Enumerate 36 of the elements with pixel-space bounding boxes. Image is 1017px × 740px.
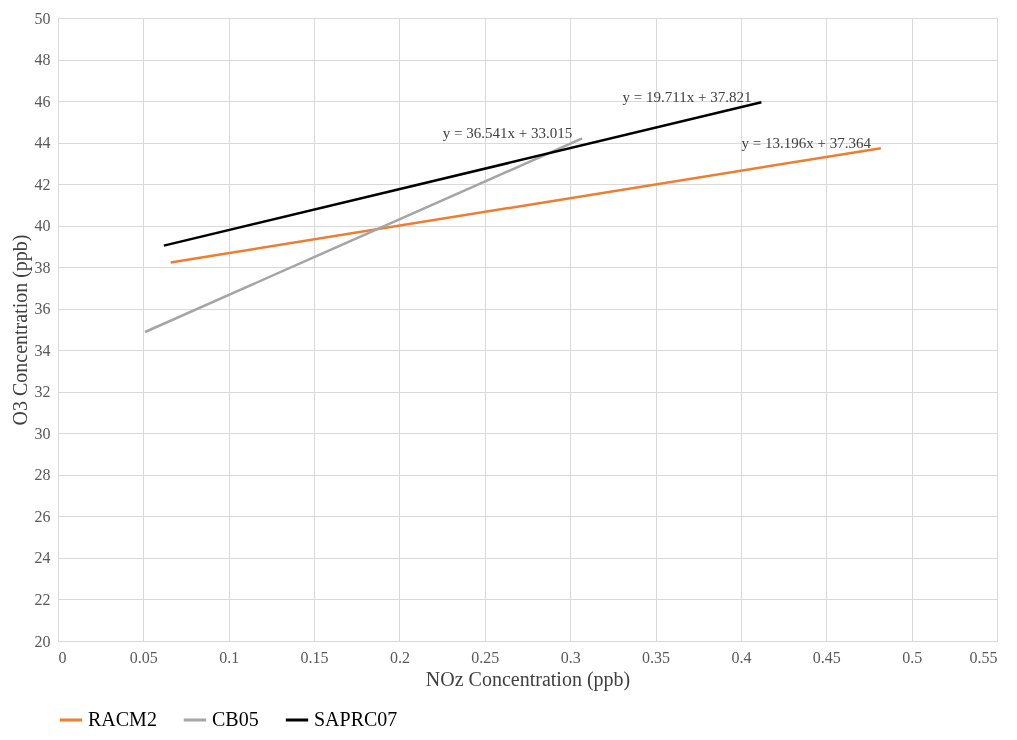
y-tick-label: 34 [34, 341, 51, 359]
y-tick-label: 22 [34, 590, 51, 608]
y-tick-label: 42 [34, 175, 51, 193]
x-tick-label: 0.5 [902, 648, 923, 666]
legend-label: RACM2 [88, 708, 157, 730]
y-tick-label: 28 [34, 466, 51, 484]
x-tick-label: 0.2 [389, 648, 410, 666]
y-tick-label: 44 [34, 134, 51, 152]
y-tick-label: 40 [34, 217, 51, 235]
y-tick-label: 26 [34, 507, 51, 525]
annotation: y = 36.541x + 33.015 [442, 125, 573, 142]
y-tick-label: 24 [34, 549, 51, 567]
legend-label: SAPRC07 [314, 708, 398, 730]
y-tick-label: 36 [34, 300, 51, 318]
y-tick-label: 48 [34, 51, 51, 69]
legend-label: CB05 [212, 708, 259, 730]
x-tick-label: 0.1 [219, 648, 240, 666]
x-tick-label: 0.15 [300, 648, 329, 666]
y-tick-label: 20 [34, 632, 51, 650]
x-tick-label: 0 [58, 648, 67, 666]
x-tick-label: 0.55 [969, 648, 998, 666]
annotation: y = 19.711x + 37.821 [622, 89, 752, 106]
x-tick-label: 0.3 [560, 648, 581, 666]
x-tick-label: 0.25 [471, 648, 500, 666]
x-tick-label: 0.4 [731, 648, 752, 666]
x-tick-label: 0.35 [642, 648, 671, 666]
y-tick-label: 46 [34, 92, 51, 110]
y-tick-label: 32 [34, 383, 51, 401]
y-tick-label: 30 [34, 424, 51, 442]
y-tick-label: 50 [34, 9, 51, 27]
x-axis-title: NOz Concentration (ppb) [425, 667, 631, 691]
x-tick-label: 0.45 [812, 648, 841, 666]
y-tick-label: 38 [34, 258, 51, 276]
x-tick-label: 0.05 [129, 648, 158, 666]
annotation: y = 13.196x + 37.364 [741, 135, 872, 152]
y-axis-title: O3 Concentration (ppb) [8, 234, 32, 426]
